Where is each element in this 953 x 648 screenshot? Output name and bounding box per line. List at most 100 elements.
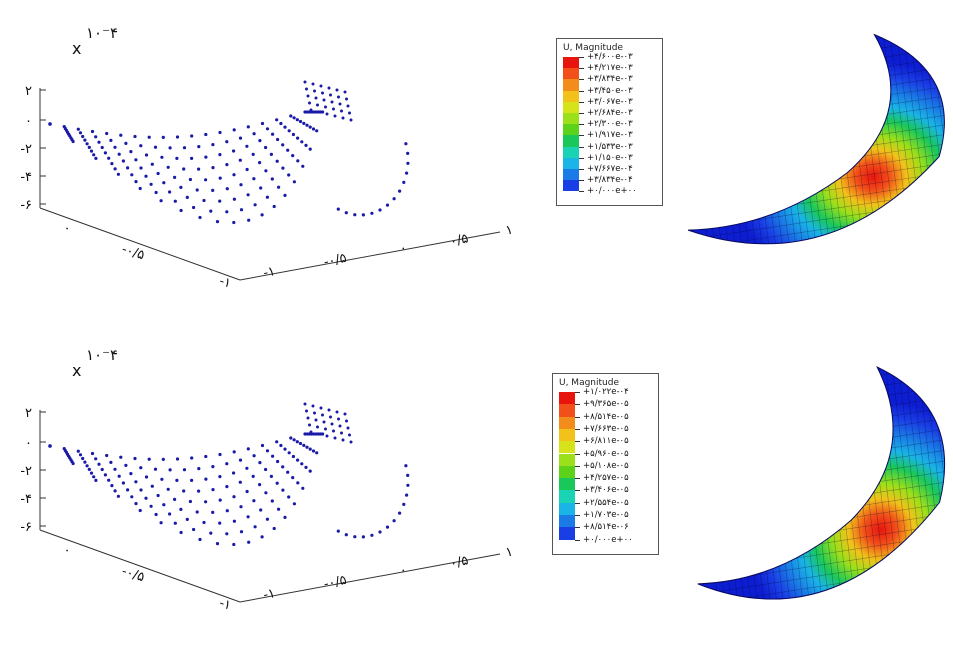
scatter-point [406,151,410,155]
legend-label: +۷/۶۶۷e-۰۴ [587,164,633,174]
scatter-point [48,122,52,126]
legend-label: +۴/۶۰۰e-۰۳ [587,52,633,62]
scatter-point [330,100,334,104]
scatter-point [312,110,316,114]
scatter-point [76,127,80,131]
scatter-point [287,495,291,499]
scatter-point [333,114,337,118]
y-tick-label: -۱ [262,264,277,281]
legend-swatch [563,169,579,181]
legend-swatch [563,101,579,113]
scatter-point [258,161,262,165]
scatter-point [353,213,357,217]
scatter-point [173,175,177,179]
mesh-line [715,367,747,600]
scatter-point [239,505,243,509]
scatter-point [85,464,89,468]
scatter-point [110,484,114,488]
scatter-point [305,409,308,413]
scatter-point [195,188,199,192]
scatter-point [291,476,295,480]
legend-swatch [563,79,579,91]
scatter-point [296,481,300,485]
scatter-point [90,451,95,456]
legend-swatch [563,157,579,169]
scatter-point [113,145,117,149]
z-tick-label: -۲ [20,142,32,157]
scatter-point [260,443,265,448]
y-tick-label: ۰ [398,241,408,257]
legend-label: +۱/۹۱۷e-۰۳ [587,130,633,141]
scatter-point [218,130,222,135]
scatter-point [349,118,353,122]
z-tick-label: -۲ [20,464,32,479]
scatter-point [156,493,160,498]
scatter-point [279,121,283,126]
scatter-point [309,108,313,112]
scatter-point [179,530,183,535]
scatter-point [103,151,107,155]
axis-multiplier: x [72,39,81,58]
scatter-point [190,134,194,138]
scatter-point [225,462,229,466]
scatter-point [204,155,208,159]
mesh-line [688,34,945,40]
legend-label: +۰/۰۰۰e+۰۰ [583,534,633,545]
legend-label: +۱/۰۲۲e-۰۴ [583,387,629,397]
scatter-point [182,468,187,472]
z-tick-label: -۶ [20,198,32,213]
scatter-point [392,197,396,201]
legend-tick [579,157,584,159]
scatter-point [150,162,154,166]
legend-swatch [563,57,579,69]
scatter-point [139,466,143,470]
legend-label: +۳/۴۵۰e-۰۳ [587,85,633,96]
scatter-point [309,430,313,434]
scatter-point [119,455,123,459]
scatter-point [302,121,306,125]
scatter-point [311,449,316,453]
mesh-line [706,34,738,244]
scatter-point [296,136,300,140]
legend-title: U, Magnitude [563,43,623,53]
scatter-point [179,185,183,189]
scatter-point [301,164,305,168]
scatter-point [246,125,250,129]
scatter-point [346,426,350,430]
legend-tick [579,79,584,81]
scatter-point [291,454,295,459]
scatter-point [287,129,291,133]
legend-label: +۶/۸۱۱e-۰۵ [583,436,629,447]
scatter-point [197,145,201,149]
scatter-point [179,507,183,511]
scatter-point [149,504,153,508]
scatter-point [317,110,321,114]
y-tick-label: -۰/۵ [322,573,348,592]
plot-svg-top: x ۱۰⁻۴ ۲ ۰ -۲ -۴ -۶ ۰ -۰/۵ -۱ -۱ -۰/۵ ۰ ۰/۵ ۱ [20,24,514,292]
scatter-point [305,445,309,449]
scatter-point [197,467,201,471]
legend-swatch [559,404,575,417]
scatter-point [325,434,329,438]
scatter-point [349,440,353,444]
scatter-point [48,444,52,448]
scatter-point [173,521,177,525]
scatter-point [303,80,307,84]
scatter-point [291,132,295,137]
legend-label: +۸/۵۱۴e-۰۶ [583,522,629,533]
legend-label: +۲/۵۵۴e-۰۵ [583,497,629,508]
legend-tick [575,527,580,529]
scatter-point [238,458,243,462]
scatter-point [161,135,165,139]
scatter-point [338,102,342,106]
scatter-point [314,110,318,114]
scatter-point [246,447,250,451]
crescent-surface [687,33,945,245]
scatter-point [329,415,332,419]
scatter-point [117,474,121,478]
scatter-point [160,155,164,159]
scatter-point [188,499,192,504]
scatter-point [168,468,172,472]
scatter-point [116,172,120,176]
contour-plot-top [680,30,950,264]
